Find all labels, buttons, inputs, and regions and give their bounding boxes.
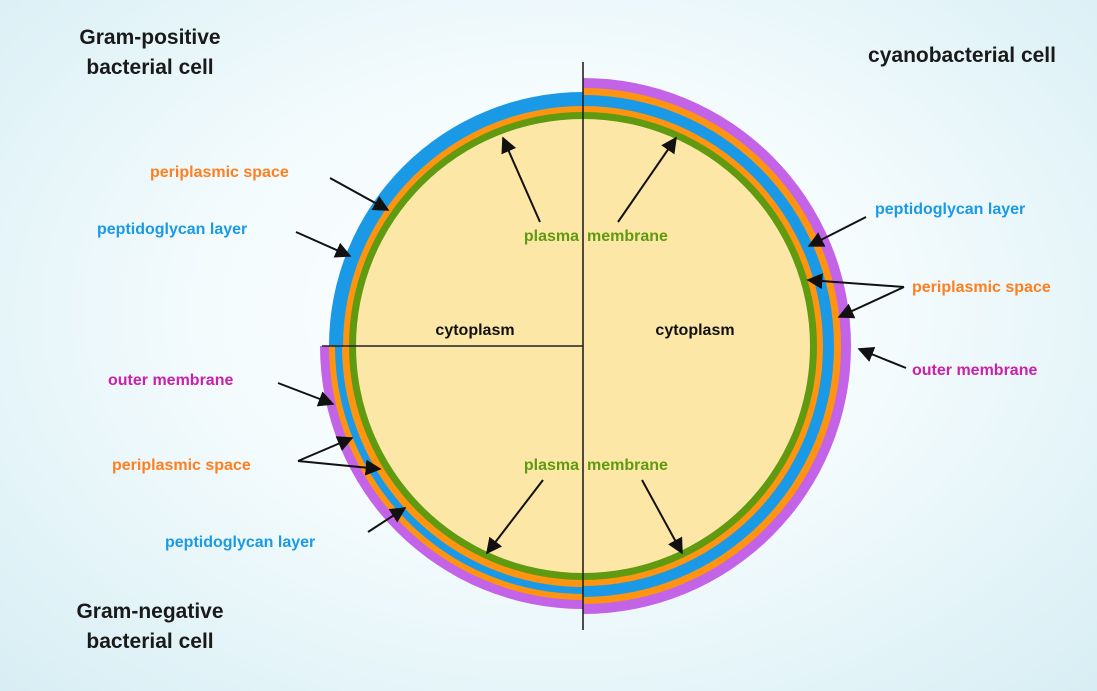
cytoplasm-area (356, 346, 583, 573)
cy-peptidoglycan-label: peptidoglycan layer (875, 201, 1025, 218)
cyanobacterial-title: cyanobacterial cell (868, 44, 1056, 67)
cyanobacterial-half (583, 78, 851, 614)
plasma-bottom-left-label: plasma (524, 457, 579, 474)
gram-positive-quarter (329, 92, 583, 346)
gram-negative-quarter (320, 346, 583, 609)
cy-periplasmic-label: periplasmic space (912, 279, 1051, 296)
arrow-gp-peptidoglycan (295, 231, 352, 258)
arrow-plasma-bottom-right (641, 479, 683, 555)
gn-outer-label: outer membrane (108, 372, 233, 389)
cytoplasm-area (583, 119, 810, 573)
gn-periplasmic-label: periplasmic space (112, 457, 251, 474)
gram-negative-title-line1: Gram-negative (76, 600, 223, 623)
cy-outer-label: outer membrane (912, 362, 1037, 379)
arrow-cy-periplasmic-inner (806, 273, 905, 290)
gram-positive-title-line1: Gram-positive (79, 26, 220, 49)
cytoplasm-right-label: cytoplasm (655, 322, 734, 339)
gram-positive-title-line2: bacterial cell (86, 56, 213, 79)
arrow-gn-peptidoglycan (367, 507, 407, 533)
arrow-cy-outer (857, 346, 907, 369)
plasma-bottom-right-label: membrane (587, 457, 668, 474)
gram-negative-title-line2: bacterial cell (86, 630, 213, 653)
arrow-gn-periplasmic-inner (297, 459, 382, 476)
cytoplasm-left-label: cytoplasm (435, 322, 514, 339)
arrow-cy-periplasmic-outer (837, 286, 905, 319)
arrow-plasma-top-left (501, 136, 541, 223)
arrow-plasma-top-right (617, 136, 677, 223)
gn-peptidoglycan-label: peptidoglycan layer (165, 534, 315, 551)
plasma-top-left-label: plasma (524, 228, 579, 245)
gp-periplasmic-label: periplasmic space (150, 164, 289, 181)
arrow-gp-periplasmic (329, 177, 390, 211)
arrow-gn-outer (277, 382, 335, 407)
plasma-top-right-label: membrane (587, 228, 668, 245)
gp-peptidoglycan-label: peptidoglycan layer (97, 221, 247, 238)
arrow-cy-peptidoglycan (807, 216, 867, 247)
arrow-plasma-bottom-left (486, 479, 544, 555)
arrow-gn-periplasmic-outer (297, 436, 354, 462)
cytoplasm-area (356, 119, 583, 346)
